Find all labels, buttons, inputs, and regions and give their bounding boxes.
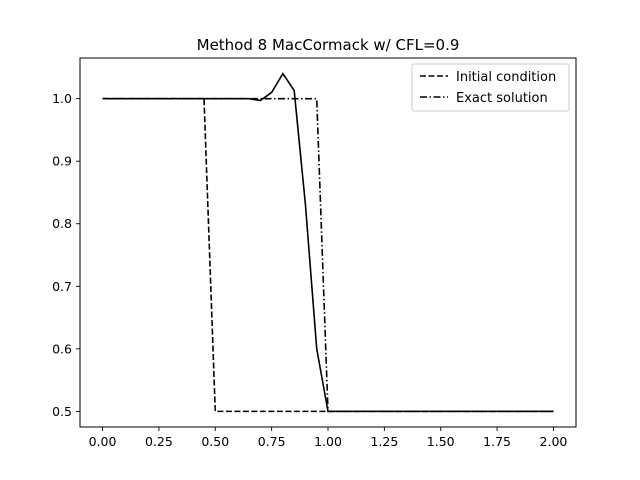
- legend-label-exact-solution: Exact solution: [456, 91, 548, 106]
- y-tick-label: 0.8: [52, 216, 72, 231]
- x-tick-label: 0.75: [258, 434, 286, 449]
- series-line-exact-solution: [102, 97, 554, 413]
- y-tick-label: 0.6: [52, 341, 72, 356]
- y-tick-label: 0.9: [52, 154, 72, 169]
- series-line-numerical-solution: [102, 72, 554, 413]
- x-tick-label: 2.00: [540, 434, 568, 449]
- legend-label-initial-condition: Initial condition: [456, 70, 556, 85]
- plot-frame: [79, 57, 577, 428]
- x-tick-label: 0.00: [89, 434, 117, 449]
- x-tick-label: 1.50: [427, 434, 455, 449]
- chart-title: Method 8 MacCormack w/ CFL=0.9: [197, 36, 460, 54]
- y-tick-label: 0.7: [52, 279, 72, 294]
- legend-box: [411, 63, 570, 112]
- y-tick-label: 1.0: [52, 91, 72, 106]
- x-tick-label: 0.25: [145, 434, 173, 449]
- x-tick-label: 1.75: [483, 434, 511, 449]
- x-tick-label: 1.25: [370, 434, 398, 449]
- legend: Initial condition Exact solution: [411, 63, 570, 112]
- y-tick-label: 0.5: [52, 404, 72, 419]
- series-line-initial-condition: [102, 97, 554, 413]
- x-tick-label: 1.00: [314, 434, 342, 449]
- x-tick-label: 0.50: [201, 434, 229, 449]
